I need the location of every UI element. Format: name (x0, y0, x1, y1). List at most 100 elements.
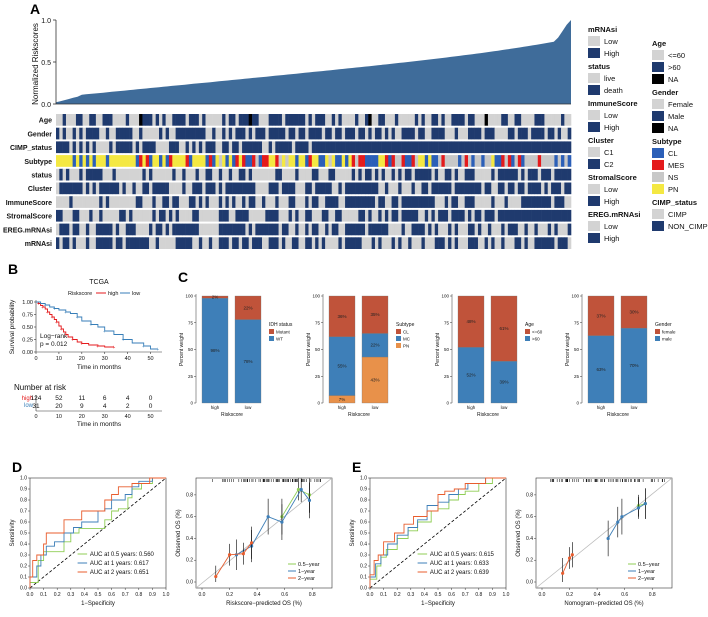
heatmap-cell (544, 237, 549, 249)
heatmap-cell (155, 114, 160, 126)
heatmap-cell (198, 127, 203, 140)
bar-data-label: 43% (370, 377, 379, 382)
heatmap-cell (448, 196, 452, 208)
heatmap-cell (212, 114, 216, 126)
legend-label: death (604, 86, 623, 95)
heatmap-cell (384, 114, 389, 126)
heatmap-cell (119, 223, 123, 236)
heatmap-cell (561, 209, 565, 222)
heatmap-cell (544, 196, 549, 208)
heatmap-cell (125, 114, 130, 126)
heatmap-cell (235, 237, 240, 249)
heatmap-cell (202, 237, 206, 249)
heatmap-cell (205, 209, 210, 222)
heatmap-cell (321, 114, 326, 126)
heatmap-cell (448, 237, 452, 249)
heatmap-cell (401, 155, 406, 167)
heatmap-cell (115, 237, 120, 249)
heatmap-cell (278, 168, 283, 181)
heatmap-cell (561, 155, 565, 167)
heatmap-cell (541, 209, 545, 222)
km-risk-xtick-label: 30 (102, 414, 108, 420)
bar-segment-wt (201, 297, 229, 404)
heatmap-cell (451, 168, 456, 181)
heatmap-cell (162, 209, 166, 222)
heatmap-cell (454, 114, 459, 126)
cal-ytick-label: 0.0 (186, 580, 193, 586)
heatmap-cell (155, 141, 160, 154)
heatmap-cell (205, 237, 210, 249)
heatmap-cell (132, 237, 137, 249)
heatmap-cell (142, 196, 147, 208)
heatmap-cell (285, 223, 289, 236)
cal-point (606, 536, 610, 541)
heatmap-cell (205, 141, 210, 154)
heatmap-row-ereg-mrnasi: EREG.mRNAsi (3, 223, 572, 236)
bar-data-label: 61% (499, 326, 508, 331)
heatmap-cell (381, 155, 386, 167)
heatmap-cell (441, 237, 446, 249)
heatmap-cell (497, 223, 502, 236)
heatmap-cell (295, 182, 299, 195)
heatmap-cell (198, 209, 203, 222)
heatmap-cell (182, 223, 186, 236)
heatmap-cell (318, 196, 323, 208)
heatmap-cell (225, 141, 230, 154)
heatmap-cell (384, 223, 389, 236)
heatmap-cell (238, 127, 243, 140)
heatmap-cell (517, 237, 522, 249)
heatmap-cell (178, 223, 183, 236)
heatmap-cell (554, 182, 559, 195)
heatmap-cell (531, 237, 535, 249)
heatmap-cell (524, 237, 529, 249)
roc-xtick-label: 0.5 (95, 592, 102, 598)
heatmap-cell (434, 237, 439, 249)
heatmap-cell (175, 237, 180, 249)
bar-ylabel: Percent weight (435, 332, 441, 366)
heatmap-cell (541, 223, 545, 236)
heatmap-cell (454, 141, 459, 154)
heatmap-cell (358, 168, 362, 181)
heatmap-cell (165, 155, 170, 167)
heatmap-cell (162, 168, 166, 181)
heatmap-cell (444, 141, 449, 154)
bar-legend-label: PN (403, 344, 409, 349)
heatmap-cell (464, 168, 469, 181)
heatmap-cell (374, 114, 379, 126)
legend-swatch (588, 147, 600, 157)
heatmap-cell (477, 114, 482, 126)
heatmap-cell (99, 209, 103, 222)
cal-xtick-label: 0.0 (199, 592, 206, 598)
roc-ytick-label: 0.0 (360, 586, 367, 592)
heatmap-cell (471, 155, 475, 167)
heatmap-cell (567, 127, 572, 140)
heatmap-cell (92, 114, 97, 126)
roc-ytick-label: 0.4 (360, 542, 367, 548)
heatmap-cell (391, 141, 396, 154)
legend-title: status (588, 62, 610, 71)
heatmap-cell (438, 168, 442, 181)
heatmap-cell (414, 209, 419, 222)
heatmap-cell (248, 209, 253, 222)
km-risk-xtick-label: 10 (56, 414, 62, 420)
heatmap-cell (275, 196, 279, 208)
heatmap-cell (149, 196, 153, 208)
heatmap-cell (564, 196, 568, 208)
heatmap-cell (531, 182, 535, 195)
legend-label: Low (604, 37, 618, 46)
roc-xtick-label: 0.8 (135, 592, 142, 598)
heatmap-cell (458, 168, 462, 181)
heatmap-cell (315, 141, 319, 154)
heatmap-cell (531, 209, 535, 222)
roc-xtick-label: 0.8 (475, 592, 482, 598)
heatmap-cell (374, 155, 379, 167)
heatmap-cell (192, 168, 196, 181)
heatmap-cell (298, 182, 303, 195)
heatmap-cell (308, 182, 313, 195)
heatmap-cell (428, 223, 432, 236)
heatmap-cell (537, 237, 542, 249)
heatmap-cell (102, 114, 107, 126)
km-risk-high-count: 52 (55, 395, 63, 402)
heatmap-cell (434, 155, 439, 167)
